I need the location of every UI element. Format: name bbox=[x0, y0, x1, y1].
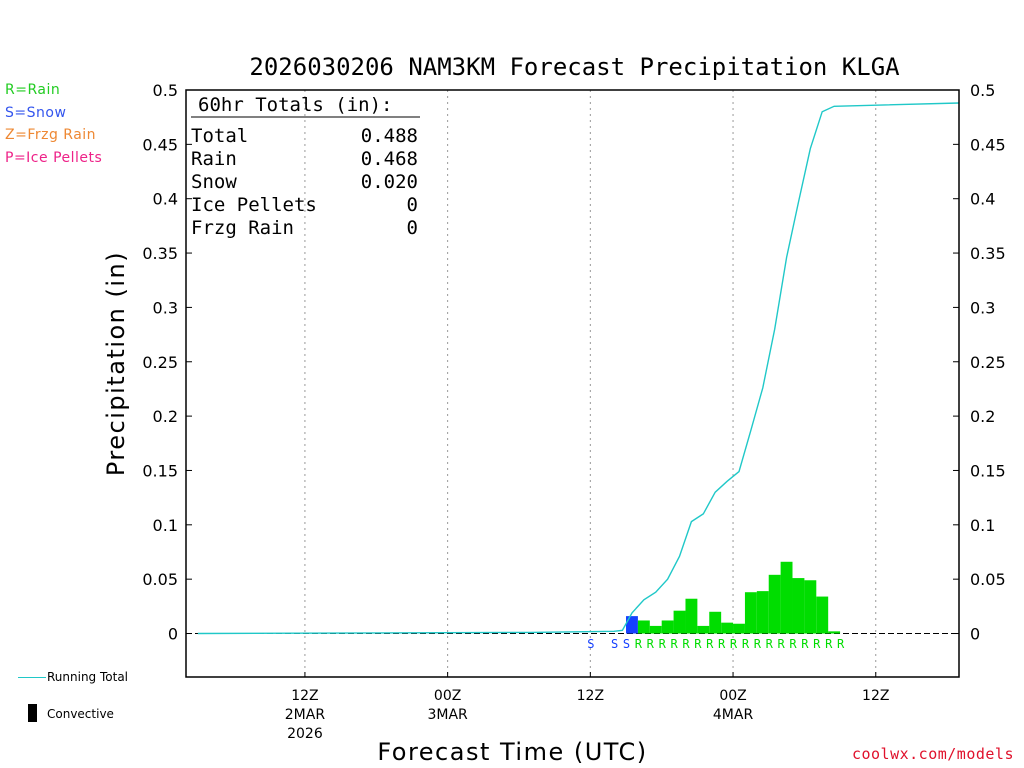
legend-running-total: Running Total bbox=[10, 668, 170, 688]
y-tick-label-right: 0.35 bbox=[970, 244, 1006, 263]
ptype-marker-13: R bbox=[754, 637, 762, 651]
totals-row-value: 0 bbox=[407, 194, 418, 216]
ptype-marker-20: R bbox=[837, 637, 845, 651]
totals-row-label: Total bbox=[191, 125, 248, 147]
y-tick-label-left: 0 bbox=[168, 625, 178, 644]
totals-row-value: 0.468 bbox=[361, 148, 418, 170]
ptype-marker-12: R bbox=[742, 637, 750, 651]
precip-bar-6 bbox=[697, 625, 710, 634]
y-tick-label-left: 0.35 bbox=[142, 244, 178, 263]
y-tick-label-left: 0.2 bbox=[153, 407, 178, 426]
x-tick-label: 00Z bbox=[434, 688, 461, 704]
ptype-marker-5: R bbox=[659, 637, 667, 651]
precip-bar-1 bbox=[637, 620, 650, 634]
precip-bar-9 bbox=[733, 623, 745, 634]
y-tick-label-left: 0.45 bbox=[142, 135, 178, 154]
y-tick-label-right: 0.25 bbox=[970, 353, 1006, 372]
ptype-marker-0: S bbox=[587, 637, 594, 651]
legend-running-total-label: Running Total bbox=[47, 670, 129, 684]
totals-row-label: Rain bbox=[191, 148, 237, 170]
totals-row-value: 0 bbox=[407, 217, 418, 239]
convective-swatch bbox=[28, 704, 37, 722]
y-tick-label-right: 0.05 bbox=[970, 570, 1006, 589]
y-tick-label-right: 0.45 bbox=[970, 135, 1006, 154]
y-tick-label-left: 0.15 bbox=[142, 461, 178, 480]
ptype-marker-15: R bbox=[777, 637, 785, 651]
ptype-marker-4: R bbox=[647, 637, 655, 651]
x-tick-date: 3MAR bbox=[427, 707, 468, 723]
y-tick-label-right: 0.4 bbox=[970, 190, 995, 209]
ptype-marker-14: R bbox=[766, 637, 774, 651]
precip-bar-16 bbox=[816, 596, 829, 634]
precip-bar-8 bbox=[721, 622, 734, 634]
totals-row-label: Frzg Rain bbox=[191, 217, 294, 239]
ptype-marker-10: R bbox=[718, 637, 726, 651]
site-credit: coolwx.com/models bbox=[851, 745, 1014, 763]
ptype-marker-7: R bbox=[682, 637, 690, 651]
ptype-legend-item: P=Ice Pellets bbox=[5, 149, 103, 166]
ptype-marker-6: R bbox=[670, 637, 678, 651]
totals-row-label: Snow bbox=[191, 171, 237, 193]
totals-row-value: 0.488 bbox=[361, 125, 418, 147]
totals-row-value: 0.020 bbox=[361, 171, 418, 193]
ptype-legend-item: S=Snow bbox=[5, 104, 67, 121]
ptype-legend-item: Z=Frzg Rain bbox=[5, 127, 97, 143]
precip-bar-5 bbox=[685, 598, 698, 634]
ptype-legend-item: R=Rain bbox=[5, 82, 61, 98]
y-tick-label-left: 0.5 bbox=[153, 81, 178, 100]
ptype-marker-8: R bbox=[694, 637, 702, 651]
y-tick-label-left: 0.4 bbox=[153, 190, 178, 209]
precip-bar-11 bbox=[756, 591, 769, 634]
plot-frame bbox=[185, 89, 960, 678]
precip-bar-10 bbox=[744, 592, 757, 634]
legend-convective-label: Convective bbox=[47, 707, 114, 721]
y-tick-label-left: 0.05 bbox=[142, 570, 178, 589]
x-tick-label: 12Z bbox=[862, 688, 889, 704]
precip-bar-2 bbox=[649, 625, 662, 634]
ptype-marker-11: R bbox=[730, 637, 738, 651]
x-tick-year: 2026 bbox=[287, 726, 323, 742]
y-tick-label-right: 0.1 bbox=[970, 516, 995, 535]
ptype-marker-9: R bbox=[706, 637, 714, 651]
precip-bar-12 bbox=[768, 574, 781, 634]
precip-bar-17 bbox=[828, 631, 841, 634]
precip-bar-13 bbox=[780, 561, 793, 634]
precip-bar-15 bbox=[804, 580, 817, 634]
y-axis-label: Precipitation (in) bbox=[102, 251, 130, 476]
y-tick-label-right: 0.5 bbox=[970, 81, 995, 100]
totals-row-label: Ice Pellets bbox=[191, 194, 317, 216]
x-tick-label: 00Z bbox=[719, 688, 746, 704]
ptype-marker-19: R bbox=[825, 637, 833, 651]
precip-bar-4 bbox=[673, 610, 686, 634]
y-tick-label-right: 0 bbox=[970, 625, 980, 644]
y-tick-label-left: 0.25 bbox=[142, 353, 178, 372]
ptype-marker-2: S bbox=[623, 637, 630, 651]
chart-title: 2026030206 NAM3KM Forecast Precipitation… bbox=[249, 53, 900, 81]
running-total-line bbox=[197, 102, 960, 635]
precip-bar-3 bbox=[661, 620, 674, 634]
y-tick-label-right: 0.15 bbox=[970, 461, 1006, 480]
x-tick-label: 12Z bbox=[291, 688, 318, 704]
y-tick-label-left: 0.3 bbox=[153, 298, 178, 317]
totals-header: 60hr Totals (in): bbox=[198, 94, 392, 116]
precip-bar-14 bbox=[792, 578, 805, 634]
x-tick-date: 2MAR bbox=[285, 707, 326, 723]
running-total-swatch bbox=[18, 677, 46, 678]
ptype-marker-17: R bbox=[801, 637, 809, 651]
ptype-marker-1: S bbox=[611, 637, 618, 651]
y-tick-label-right: 0.2 bbox=[970, 407, 995, 426]
precip-bar-0 bbox=[626, 616, 638, 634]
x-tick-date: 4MAR bbox=[713, 707, 754, 723]
y-tick-label-right: 0.3 bbox=[970, 298, 995, 317]
ptype-marker-16: R bbox=[789, 637, 797, 651]
x-tick-label: 12Z bbox=[577, 688, 604, 704]
ptype-marker-18: R bbox=[813, 637, 821, 651]
legend-convective: Convective bbox=[10, 704, 170, 726]
precip-bar-7 bbox=[709, 611, 722, 634]
x-axis-label: Forecast Time (UTC) bbox=[377, 738, 647, 766]
ptype-marker-3: R bbox=[635, 637, 643, 651]
y-tick-label-left: 0.1 bbox=[153, 516, 178, 535]
